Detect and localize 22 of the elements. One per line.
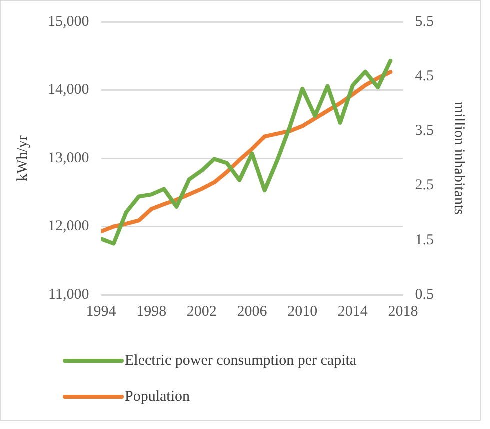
x-tick-label: 2002 xyxy=(186,304,217,320)
y2-tick-label: 3.5 xyxy=(415,123,434,140)
y-tick-label: 14,000 xyxy=(48,82,90,98)
x-tick-label: 2006 xyxy=(237,304,268,320)
y-tick-label: 15,000 xyxy=(48,14,90,30)
legend-label: Electric power consumption per capita xyxy=(125,352,357,369)
y-tick-label: 12,000 xyxy=(48,218,90,235)
y2-tick-label: 2.5 xyxy=(415,178,434,194)
x-tick-label: 1994 xyxy=(86,304,117,320)
y2-tick-label: 4.5 xyxy=(415,68,434,85)
y2-tick-label: 1.5 xyxy=(415,232,434,248)
x-tick-label: 2010 xyxy=(288,304,318,320)
y-axis-title: kWh/yr xyxy=(14,136,31,182)
y2-tick-label: 5.5 xyxy=(415,14,434,30)
y2-axis-title: million inhabitants xyxy=(451,102,468,216)
y-tick-label: 13,000 xyxy=(48,150,90,166)
x-tick-label: 1998 xyxy=(136,304,167,320)
x-tick-label: 2014 xyxy=(338,304,368,320)
y2-tick-label: 0.5 xyxy=(415,286,434,303)
x-tick-label: 2018 xyxy=(388,304,418,320)
y-tick-label: 11,000 xyxy=(48,286,90,303)
legend-label: Population xyxy=(125,388,190,405)
